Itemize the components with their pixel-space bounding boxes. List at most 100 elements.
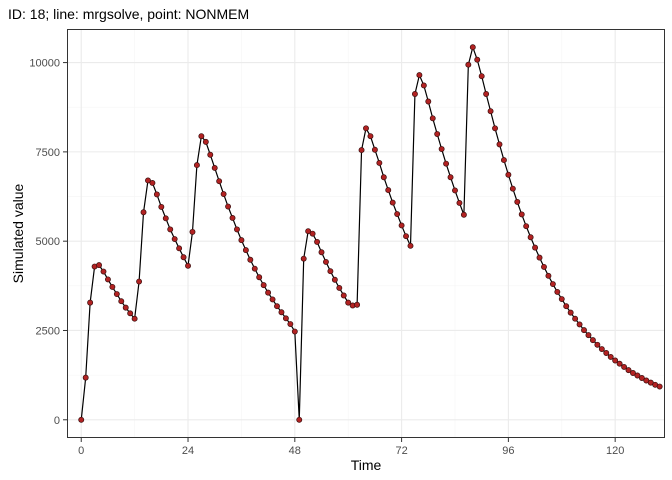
y-axis-title: Simulated value <box>10 183 26 283</box>
data-point <box>478 73 485 80</box>
data-point <box>358 147 365 154</box>
data-point <box>385 187 392 194</box>
data-point <box>318 249 325 256</box>
data-point <box>456 200 463 206</box>
data-point <box>452 187 458 194</box>
data-point <box>185 262 191 269</box>
data-point <box>492 125 498 132</box>
data-point <box>483 91 490 97</box>
data-point <box>549 281 556 287</box>
data-point <box>363 125 369 132</box>
y-tick-label: 7500 <box>36 147 60 159</box>
data-point <box>523 223 530 230</box>
data-point <box>434 131 441 137</box>
data-point <box>180 254 187 261</box>
data-point <box>189 228 196 235</box>
data-point <box>567 309 574 316</box>
data-point <box>447 174 454 181</box>
data-point <box>403 233 409 240</box>
data-point <box>438 146 445 152</box>
data-point <box>581 327 587 334</box>
data-point <box>425 98 432 105</box>
data-point <box>87 299 94 306</box>
data-point <box>100 268 107 275</box>
data-point <box>234 226 240 233</box>
x-tick-label: 120 <box>606 445 624 457</box>
major-gridlines <box>67 29 665 438</box>
data-point <box>78 416 85 423</box>
data-point <box>167 226 174 233</box>
y-tick-label: 2500 <box>36 325 60 337</box>
data-point <box>300 255 307 262</box>
data-point <box>207 151 214 158</box>
data-point <box>145 177 151 184</box>
panel-background <box>67 29 665 438</box>
data-point <box>198 133 205 140</box>
data-point <box>305 228 312 235</box>
data-point <box>327 268 334 275</box>
data-point <box>278 309 285 316</box>
data-point <box>287 321 294 327</box>
data-point <box>296 416 303 423</box>
data-point <box>389 199 396 206</box>
data-point <box>149 180 156 186</box>
y-tick-label: 10000 <box>29 58 60 70</box>
plot-panel <box>67 29 665 438</box>
data-point <box>260 282 267 289</box>
data-point <box>202 138 209 145</box>
data-point <box>407 242 414 249</box>
data-point <box>122 304 129 311</box>
x-tick-label: 72 <box>395 445 407 457</box>
data-point <box>465 61 472 68</box>
data-point <box>336 285 343 291</box>
data-point <box>171 236 178 242</box>
data-point <box>536 254 543 261</box>
data-point <box>594 341 601 348</box>
data-point <box>621 363 628 370</box>
data-point <box>340 292 347 299</box>
data-point <box>518 211 525 218</box>
data-point <box>127 310 134 317</box>
data-point <box>96 262 102 269</box>
y-axis: 0 2500 5000 7500 10000 <box>29 58 67 427</box>
data-point <box>140 209 147 216</box>
data-point <box>242 247 249 254</box>
data-point <box>345 299 352 306</box>
data-point <box>634 372 641 379</box>
data-point <box>496 141 503 148</box>
data-point <box>625 367 632 374</box>
data-point <box>238 237 245 244</box>
data-point <box>411 91 418 97</box>
data-point <box>158 203 165 210</box>
data-point <box>576 321 583 328</box>
data-point <box>500 157 507 164</box>
data-point <box>314 238 321 245</box>
data-point <box>376 159 383 166</box>
data-point <box>256 274 263 281</box>
data-point <box>585 332 592 339</box>
data-point <box>598 346 605 353</box>
data-point <box>131 315 138 322</box>
data-point <box>443 160 450 167</box>
data-point <box>104 276 111 283</box>
minor-gridlines <box>67 29 665 438</box>
data-point <box>225 203 232 210</box>
data-point <box>505 171 512 178</box>
data-point <box>603 350 610 356</box>
data-point <box>291 328 298 335</box>
data-point <box>612 357 619 364</box>
x-tick-label: 24 <box>182 445 194 457</box>
data-point <box>118 298 125 305</box>
data-point <box>269 296 276 303</box>
data-point <box>251 265 258 272</box>
data-point <box>193 162 200 169</box>
data-point <box>474 56 481 63</box>
data-point <box>487 108 494 115</box>
data-point <box>398 222 405 229</box>
data-point <box>331 276 338 283</box>
data-point <box>469 44 476 51</box>
data-point <box>380 174 387 181</box>
data-point <box>229 215 236 221</box>
data-point <box>162 215 169 222</box>
data-point <box>367 133 374 140</box>
